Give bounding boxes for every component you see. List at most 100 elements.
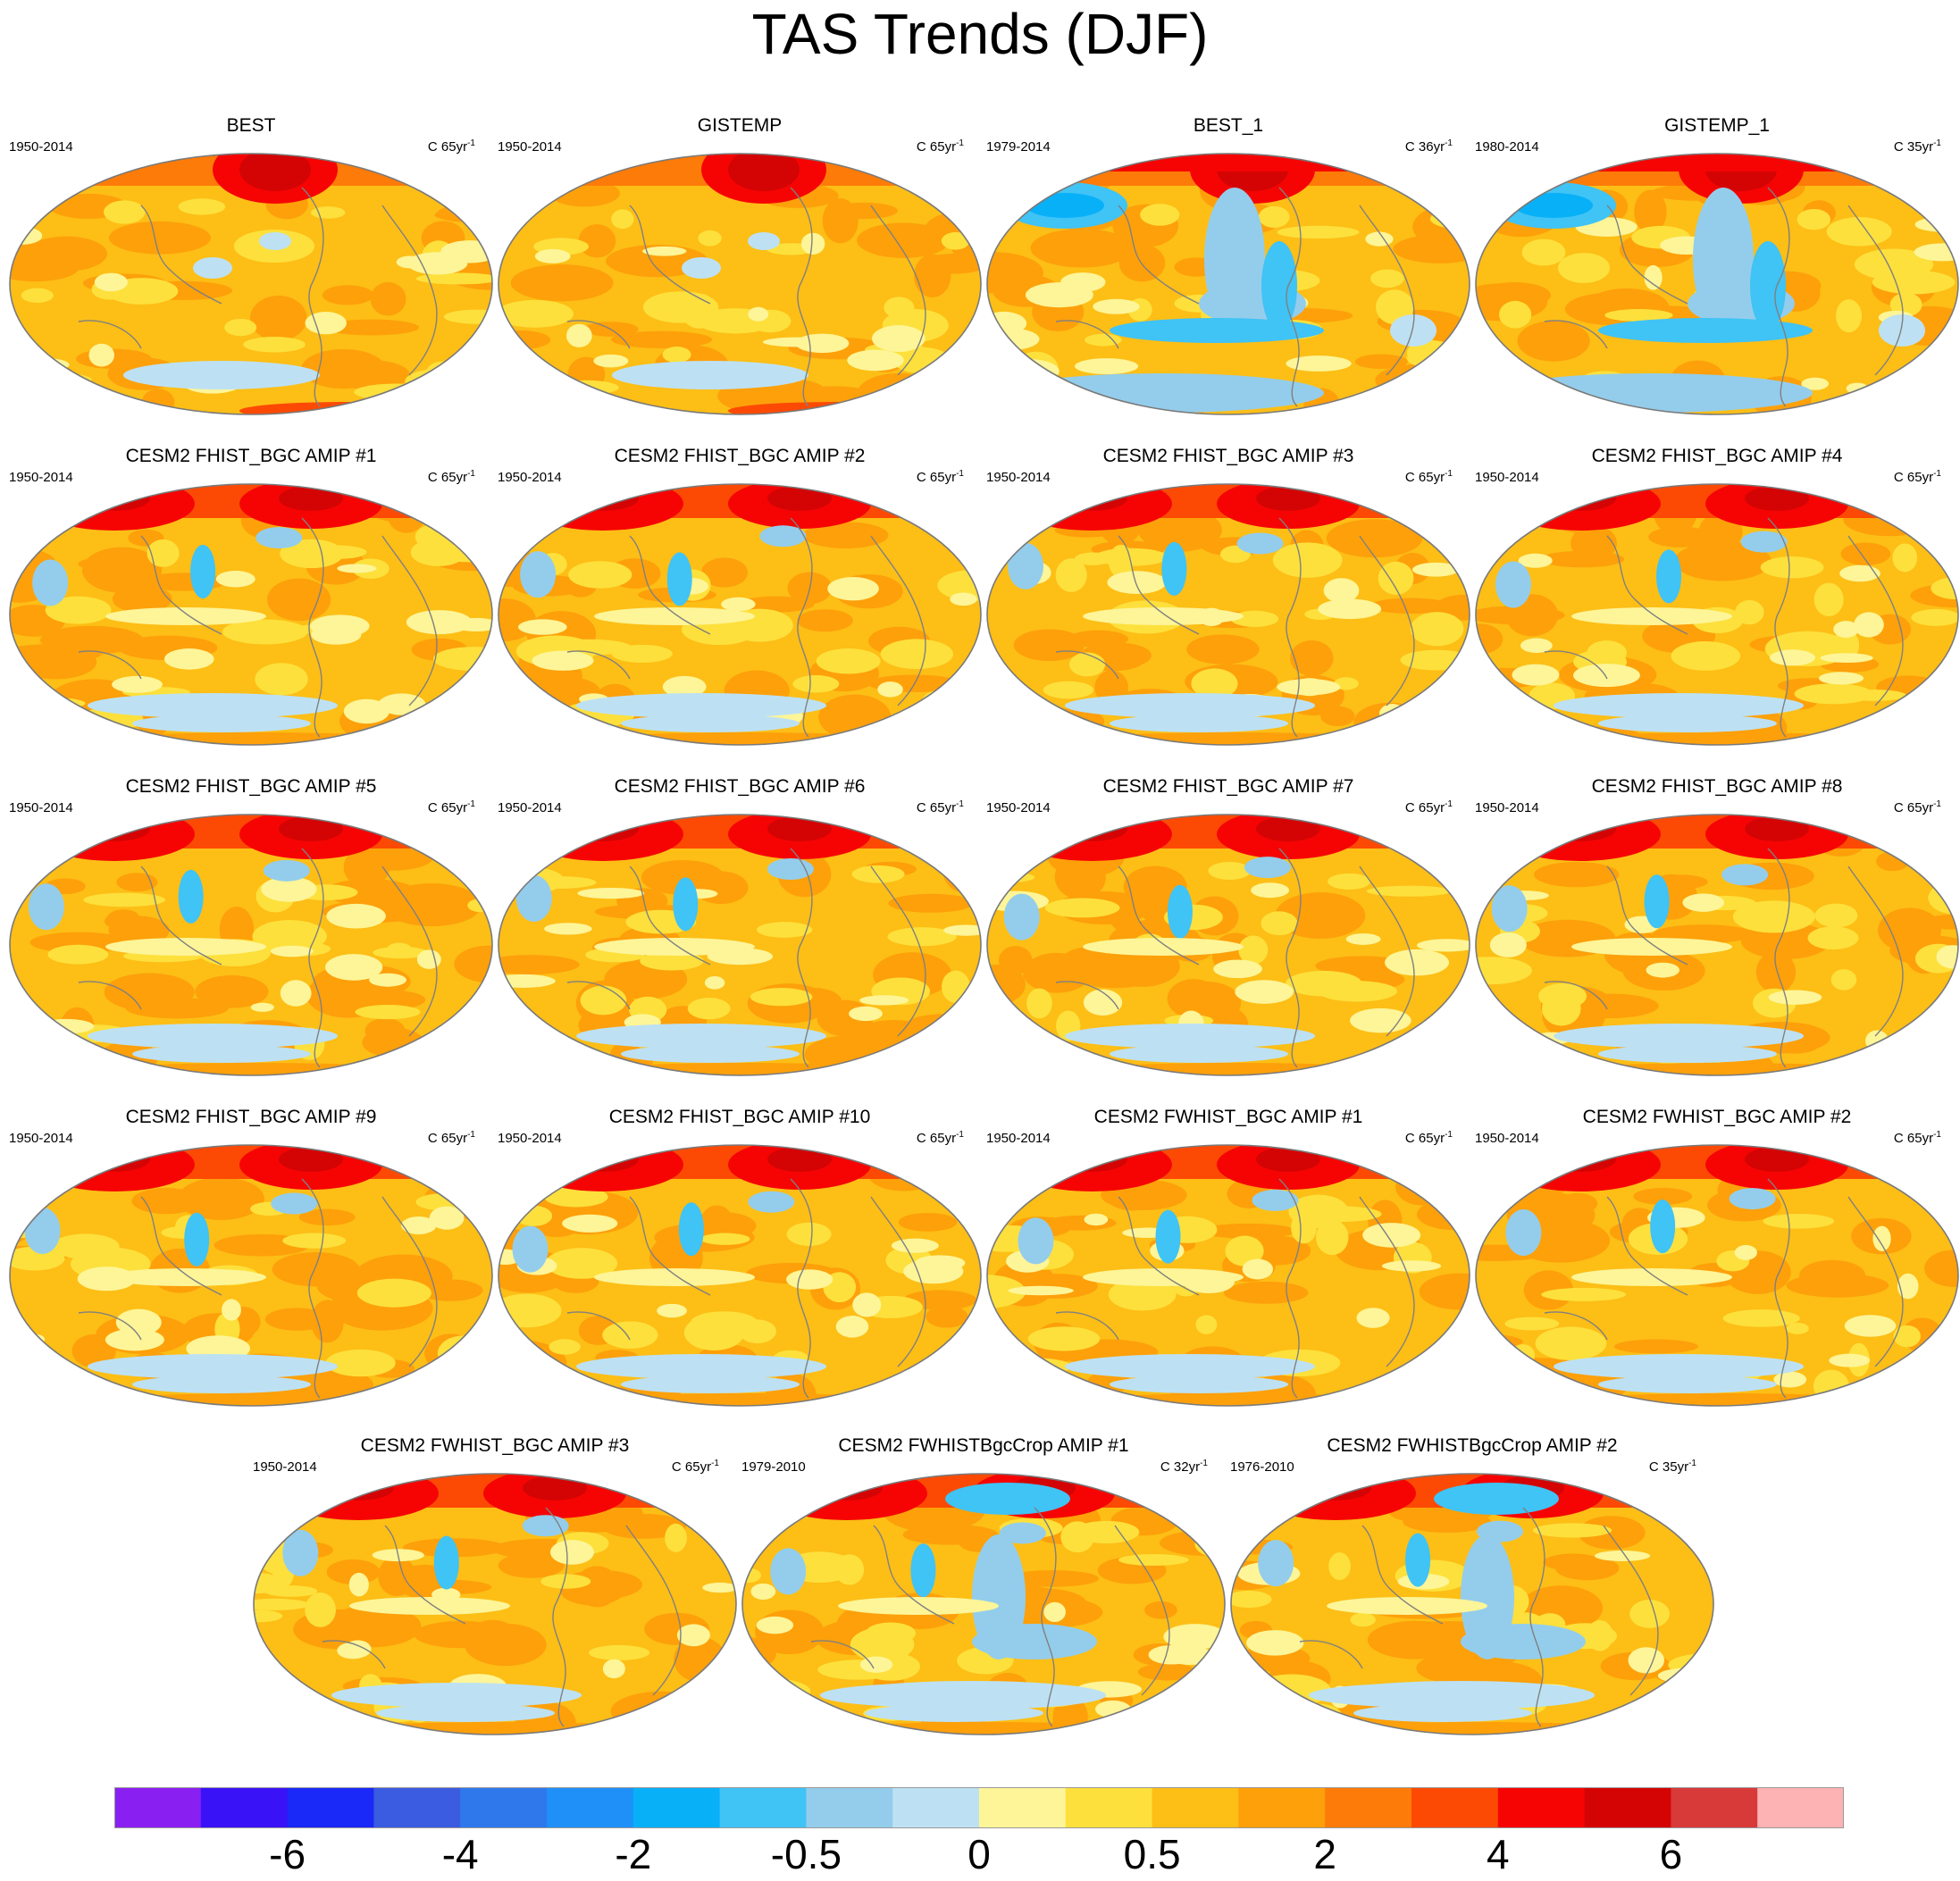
trend-map [1475,814,1959,1076]
panel-units: C 65yr-1 [427,1130,475,1146]
panel-title: CESM2 FWHIST_BGC AMIP #2 [1582,1107,1852,1127]
panel-units: C 35yr-1 [1648,1459,1696,1475]
panel-title: BEST_1 [1193,115,1264,136]
map-panel: BEST 1950-2014 C 65yr-1 [7,114,495,418]
panel-period: 1950-2014 [986,1131,1051,1146]
panel-title: CESM2 FHIST_BGC AMIP #4 [1591,446,1843,466]
map-panel: CESM2 FHIST_BGC AMIP #7 1950-2014 C 65yr-1 [984,775,1472,1079]
panel-title: CESM2 FHIST_BGC AMIP #1 [125,446,377,466]
map-panel: CESM2 FHIST_BGC AMIP #5 1950-2014 C 65yr-1 [7,775,495,1079]
panel-title: CESM2 FHIST_BGC AMIP #8 [1591,776,1843,797]
trend-map [498,153,982,415]
colorbar-swatch [1757,1787,1844,1828]
panel-units: C 65yr-1 [916,138,964,155]
panel-period: 1950-2014 [9,1131,73,1146]
panel-title: CESM2 FHIST_BGC AMIP #6 [614,776,866,797]
colorbar-tick-label: 0 [967,1831,991,1877]
panel-units: C 65yr-1 [1893,469,1941,485]
trend-map [986,1144,1470,1407]
panel-units: C 36yr-1 [1404,138,1453,155]
trend-map [1475,483,1959,746]
panel-units: C 65yr-1 [1404,799,1453,815]
colorbar-swatch [1584,1787,1671,1828]
colorbar-tick-label: 2 [1313,1831,1336,1877]
colorbar-swatch [1411,1787,1499,1828]
panel-period: 1950-2014 [1475,470,1539,485]
trend-map [741,1473,1226,1735]
trend-map [498,483,982,746]
panel-units: C 65yr-1 [427,799,475,815]
panel-period: 1950-2014 [253,1459,317,1475]
colorbar-tick-label: -0.5 [770,1831,842,1877]
panel-title: GISTEMP_1 [1664,115,1770,136]
panel-title: CESM2 FHIST_BGC AMIP #10 [608,1107,871,1127]
colorbar-swatch [1497,1787,1586,1828]
panel-period: 1950-2014 [498,139,562,155]
panel-units: C 65yr-1 [1404,1130,1453,1146]
map-panel: CESM2 FWHIST_BGC AMIP #2 1950-2014 C 65yr-… [1473,1106,1960,1409]
panel-units: C 65yr-1 [1893,799,1941,815]
panel-title: GISTEMP [697,115,783,136]
panel-title: CESM2 FHIST_BGC AMIP #3 [1102,446,1354,466]
panel-period: 1950-2014 [9,470,73,485]
panel-title: CESM2 FHIST_BGC AMIP #5 [125,776,377,797]
colorbar-tick-label: -2 [615,1831,652,1877]
panel-units: C 65yr-1 [671,1459,719,1475]
colorbar-swatch [979,1787,1067,1828]
trend-map [9,153,493,415]
panel-period: 1950-2014 [9,800,73,815]
panel-units: C 35yr-1 [1893,138,1941,155]
map-panel: CESM2 FHIST_BGC AMIP #4 1950-2014 C 65yr-1 [1473,445,1960,748]
panel-title: CESM2 FHIST_BGC AMIP #7 [1102,776,1354,797]
colorbar-tick-label: 4 [1487,1831,1510,1877]
colorbar-tick-label: 6 [1659,1831,1683,1877]
map-panel: CESM2 FWHIST_BGC AMIP #1 1950-2014 C 65yr-… [984,1106,1472,1409]
colorbar-swatch [1671,1787,1758,1828]
trend-map [498,1144,982,1407]
panel-period: 1979-2010 [741,1459,806,1475]
map-panel: CESM2 FHIST_BGC AMIP #10 1950-2014 C 65yr-… [496,1106,984,1409]
panel-period: 1950-2014 [498,470,562,485]
trend-map [986,483,1470,746]
panel-title: CESM2 FHIST_BGC AMIP #2 [614,446,866,466]
panel-units: C 32yr-1 [1160,1459,1208,1475]
trend-map [1475,1144,1959,1407]
panel-units: C 65yr-1 [1404,469,1453,485]
panel-title: CESM2 FWHIST_BGC AMIP #1 [1093,1107,1363,1127]
figure-title: TAS Trends (DJF) [751,2,1209,66]
colorbar-swatch [1065,1787,1153,1828]
map-panel: CESM2 FHIST_BGC AMIP #6 1950-2014 C 65yr-1 [496,775,984,1079]
colorbar-tick-label: -6 [269,1831,306,1877]
colorbar-labels: -6 -4 -2 -0.5 0 0.5 2 4 6 [0,1829,1960,1879]
panel-title: BEST [226,115,276,136]
colorbar [114,1787,1844,1828]
panel-units: C 65yr-1 [916,469,964,485]
trend-map [9,483,493,746]
panel-period: 1979-2014 [986,139,1051,155]
panel-units: C 65yr-1 [916,799,964,815]
colorbar-swatch [114,1787,202,1828]
panel-period: 1980-2014 [1475,139,1539,155]
trend-map [986,153,1470,415]
trend-map [1230,1473,1714,1735]
colorbar-swatch [632,1787,721,1828]
panel-period: 1950-2014 [1475,800,1539,815]
map-panel: CESM2 FWHISTBgcCrop AMIP #1 1979-2010 C 32… [740,1434,1227,1738]
panel-title: CESM2 FWHIST_BGC AMIP #3 [360,1435,630,1456]
colorbar-swatch [892,1787,980,1828]
trend-map [1475,153,1959,415]
colorbar-swatch [1152,1787,1239,1828]
panel-units: C 65yr-1 [1893,1130,1941,1146]
map-panel: CESM2 FHIST_BGC AMIP #2 1950-2014 C 65yr-1 [496,445,984,748]
panel-period: 1950-2014 [9,139,73,155]
map-panel: GISTEMP 1950-2014 C 65yr-1 [496,114,984,418]
panel-title: CESM2 FWHISTBgcCrop AMIP #2 [1327,1435,1618,1456]
trend-map [498,814,982,1076]
panel-units: C 65yr-1 [916,1130,964,1146]
panel-period: 1950-2014 [986,800,1051,815]
panel-period: 1950-2014 [1475,1131,1539,1146]
map-panel: CESM2 FHIST_BGC AMIP #9 1950-2014 C 65yr-1 [7,1106,495,1409]
trend-map [986,814,1470,1076]
colorbar-swatch [1238,1787,1326,1828]
map-panel: CESM2 FHIST_BGC AMIP #1 1950-2014 C 65yr-1 [7,445,495,748]
